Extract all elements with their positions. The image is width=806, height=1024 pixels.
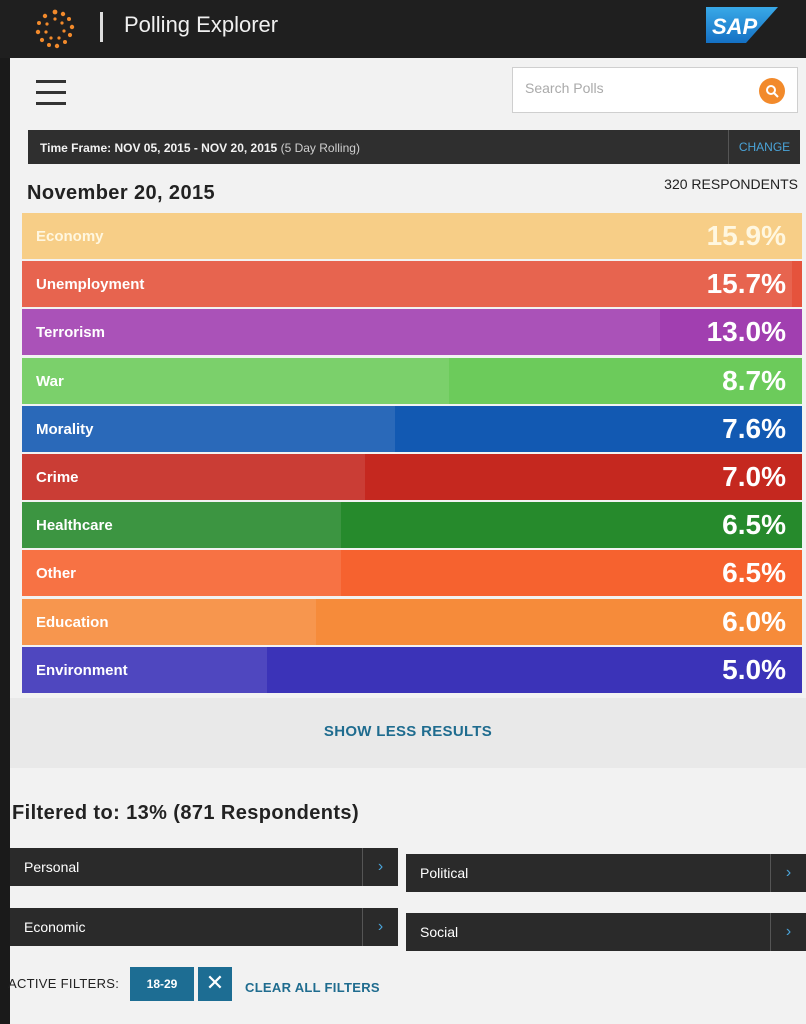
results-date: November 20, 2015 xyxy=(27,182,216,204)
filter-label: Political xyxy=(420,865,469,881)
chevron-right-icon: › xyxy=(770,913,806,951)
bar-value: 7.6% xyxy=(722,412,786,444)
bar-fill xyxy=(22,550,341,597)
bar-label: Unemployment xyxy=(36,276,145,294)
close-icon[interactable]: ✕ xyxy=(198,967,232,1001)
change-timeframe-button[interactable]: CHANGE xyxy=(728,130,800,164)
bar-fill xyxy=(22,261,793,308)
bar-label: Environment xyxy=(36,661,128,679)
sap-logo: SAP xyxy=(706,7,778,43)
filter-economic-button[interactable]: Economic › xyxy=(10,908,398,946)
bar-value: 15.7% xyxy=(706,268,786,300)
bar-value: 7.0% xyxy=(722,460,786,492)
respondents-count: 320 RESPONDENTS xyxy=(664,176,798,192)
app-header: Polling Explorer SAP xyxy=(0,0,806,58)
bar-fill xyxy=(22,405,395,452)
filter-personal-button[interactable]: Personal › xyxy=(10,848,398,886)
chevron-right-icon: › xyxy=(770,854,806,892)
timeframe-rolling: (5 Day Rolling) xyxy=(280,141,360,155)
bar-fill xyxy=(22,598,317,645)
search-input[interactable] xyxy=(525,80,735,96)
chevron-right-icon: › xyxy=(362,908,398,946)
bar-value: 13.0% xyxy=(706,316,786,348)
result-bar-education[interactable]: Education 6.0% xyxy=(22,598,802,645)
results-list: Economy 15.9% Unemployment 15.7% Terrorism 13… xyxy=(22,213,802,695)
header-divider xyxy=(100,12,103,42)
search-icon xyxy=(766,85,779,98)
result-bar-unemployment[interactable]: Unemployment 15.7% xyxy=(22,261,802,308)
bar-label: Crime xyxy=(36,468,79,486)
bar-fill xyxy=(22,502,341,549)
result-bar-war[interactable]: War 8.7% xyxy=(22,357,802,404)
active-filters-label: ACTIVE FILTERS: xyxy=(8,976,120,991)
app-title: Polling Explorer xyxy=(124,12,279,37)
search-box xyxy=(512,67,798,113)
filter-label: Social xyxy=(420,924,459,940)
result-bar-healthcare[interactable]: Healthcare 6.5% xyxy=(22,502,802,549)
bar-label: Economy xyxy=(36,228,104,245)
bar-fill xyxy=(22,646,268,693)
bar-value: 5.0% xyxy=(722,653,786,685)
filter-social-button[interactable]: Social › xyxy=(406,913,806,951)
bar-label: Morality xyxy=(36,420,94,438)
result-bar-other[interactable]: Other 6.5% xyxy=(22,550,802,597)
clear-all-filters-button[interactable]: CLEAR ALL FILTERS xyxy=(245,980,380,995)
bar-label: Healthcare xyxy=(36,517,113,535)
search-button[interactable] xyxy=(759,78,785,104)
result-bar-environment[interactable]: Environment 5.0% xyxy=(22,646,802,693)
bar-label: Education xyxy=(36,613,109,631)
timeframe-range: Time Frame: NOV 05, 2015 - NOV 20, 2015 xyxy=(40,141,278,155)
filter-label: Personal xyxy=(24,859,80,875)
bar-value: 15.9% xyxy=(706,220,786,251)
active-filter-chip[interactable]: 18-29 xyxy=(130,967,194,1001)
hamburger-menu-icon[interactable] xyxy=(36,80,66,106)
timeframe-text: Time Frame: NOV 05, 2015 - NOV 20, 2015 … xyxy=(40,141,360,155)
result-bar-morality[interactable]: Morality 7.6% xyxy=(22,405,802,452)
result-bar-terrorism[interactable]: Terrorism 13.0% xyxy=(22,309,802,356)
show-less-results-button[interactable]: SHOW LESS RESULTS xyxy=(323,723,493,740)
bar-label: War xyxy=(36,372,64,390)
chevron-right-icon: › xyxy=(362,848,398,886)
bar-value: 6.5% xyxy=(722,509,786,541)
orbit-logo-icon[interactable] xyxy=(30,6,80,52)
filter-label: Economic xyxy=(24,919,86,935)
bar-label: Terrorism xyxy=(36,324,105,342)
bar-fill xyxy=(22,213,802,259)
filter-political-button[interactable]: Political › xyxy=(406,854,806,892)
filtered-title: Filtered to: 13% (871 Respondents) xyxy=(12,802,359,824)
bar-fill xyxy=(22,453,366,500)
bar-value: 6.0% xyxy=(722,605,786,637)
show-less-panel: SHOW LESS RESULTS xyxy=(10,698,806,768)
bar-fill xyxy=(22,357,449,404)
page-content: Time Frame: NOV 05, 2015 - NOV 20, 2015 … xyxy=(8,58,806,1024)
bar-fill xyxy=(22,309,660,356)
result-bar-crime[interactable]: Crime 7.0% xyxy=(22,453,802,500)
bar-label: Other xyxy=(36,565,77,583)
timeframe-bar: Time Frame: NOV 05, 2015 - NOV 20, 2015 … xyxy=(28,130,800,164)
bar-value: 6.5% xyxy=(722,557,786,589)
bar-value: 8.7% xyxy=(722,364,786,396)
result-bar-economy[interactable]: Economy 15.9% xyxy=(22,213,802,259)
svg-text:SAP: SAP xyxy=(712,14,758,39)
